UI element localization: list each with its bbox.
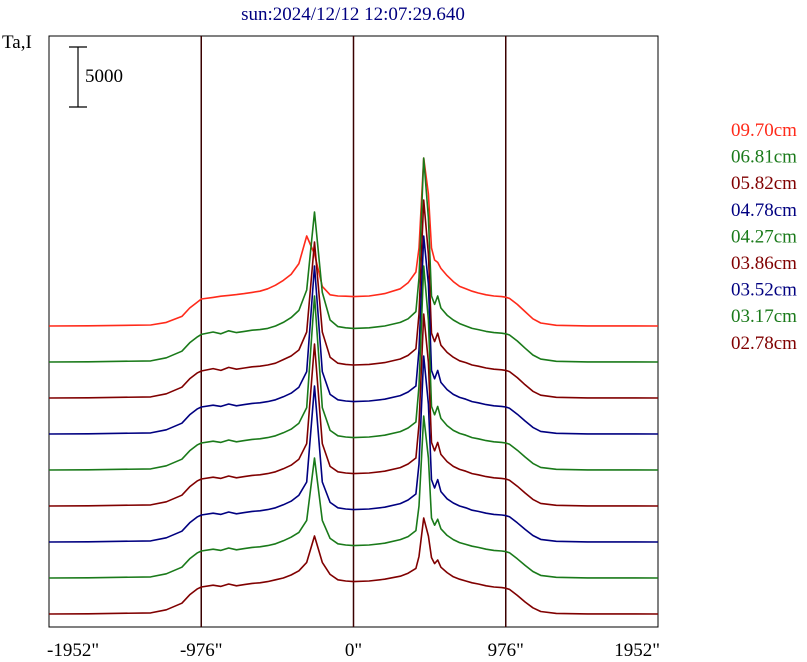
x-tick-label: 976" — [488, 640, 524, 661]
legend-item-03.52cm: 03.52cm — [731, 280, 797, 301]
x-tick-label: -976" — [180, 640, 223, 661]
legend: 09.70cm 06.81cm 05.82cm 04.78cm 04.27cm 03.86… — [731, 120, 797, 354]
vertical-reference-lines — [200, 36, 507, 627]
series-line-05.82cm — [48, 199, 659, 399]
scale-bar-label: 5000 — [85, 66, 123, 87]
series-group — [48, 157, 659, 615]
series-line-06.81cm — [48, 157, 659, 363]
legend-item-02.78cm: 02.78cm — [731, 333, 797, 354]
chart-title: sun:2024/12/12 12:07:29.640 — [241, 4, 465, 25]
x-tick-labels: -1952" -976" 0" 976" 1952" — [47, 640, 660, 661]
x-tick-label: -1952" — [47, 640, 99, 661]
scale-bar: 5000 — [69, 46, 123, 108]
legend-item-05.82cm: 05.82cm — [731, 173, 797, 194]
series-line-04.27cm — [48, 265, 659, 471]
x-tick-label: 0" — [345, 640, 362, 661]
series-line-04.78cm — [48, 235, 659, 435]
series-line-03.17cm — [48, 415, 659, 579]
legend-item-06.81cm: 06.81cm — [731, 147, 797, 168]
legend-item-03.86cm: 03.86cm — [731, 253, 797, 274]
legend-item-03.17cm: 03.17cm — [731, 306, 797, 327]
series-line-03.52cm — [48, 355, 659, 543]
y-axis-label: Ta,I — [2, 32, 32, 53]
x-tick-label: 1952" — [614, 640, 660, 661]
legend-item-09.70cm: 09.70cm — [731, 120, 797, 141]
series-line-09.70cm — [48, 157, 659, 327]
series-line-02.78cm — [48, 517, 659, 615]
legend-item-04.27cm: 04.27cm — [731, 226, 797, 247]
legend-item-04.78cm: 04.78cm — [731, 200, 797, 221]
series-line-03.86cm — [48, 313, 659, 507]
